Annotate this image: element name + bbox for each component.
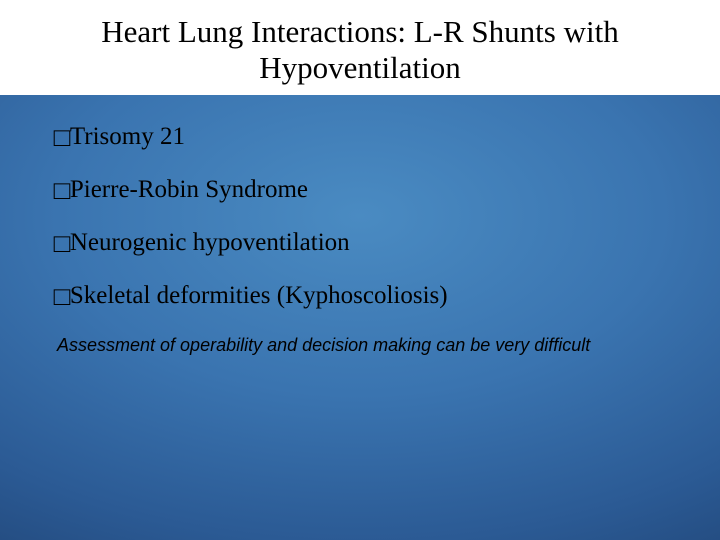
hollow-square-icon (54, 229, 70, 258)
footnote: Assessment of operability and decision m… (54, 335, 720, 356)
list-item: Trisomy 21 (54, 123, 720, 152)
hollow-square-icon (54, 282, 70, 311)
list-item-label: Trisomy 21 (70, 123, 185, 152)
hollow-square-icon (54, 176, 70, 205)
list-item-label: Skeletal deformities (Kyphoscoliosis) (70, 282, 448, 311)
list-item: Pierre-Robin Syndrome (54, 176, 720, 205)
title-band: Heart Lung Interactions: L-R Shunts with… (0, 0, 720, 95)
slide: Heart Lung Interactions: L-R Shunts with… (0, 0, 720, 540)
list-item-label: Pierre-Robin Syndrome (70, 176, 308, 205)
hollow-square-icon (54, 123, 70, 152)
list-item: Neurogenic hypoventilation (54, 229, 720, 258)
slide-title: Heart Lung Interactions: L-R Shunts with… (20, 14, 700, 85)
list-item: Skeletal deformities (Kyphoscoliosis) (54, 282, 720, 311)
list-item-label: Neurogenic hypoventilation (70, 229, 350, 258)
content-area: Trisomy 21 Pierre-Robin Syndrome Neuroge… (0, 95, 720, 356)
